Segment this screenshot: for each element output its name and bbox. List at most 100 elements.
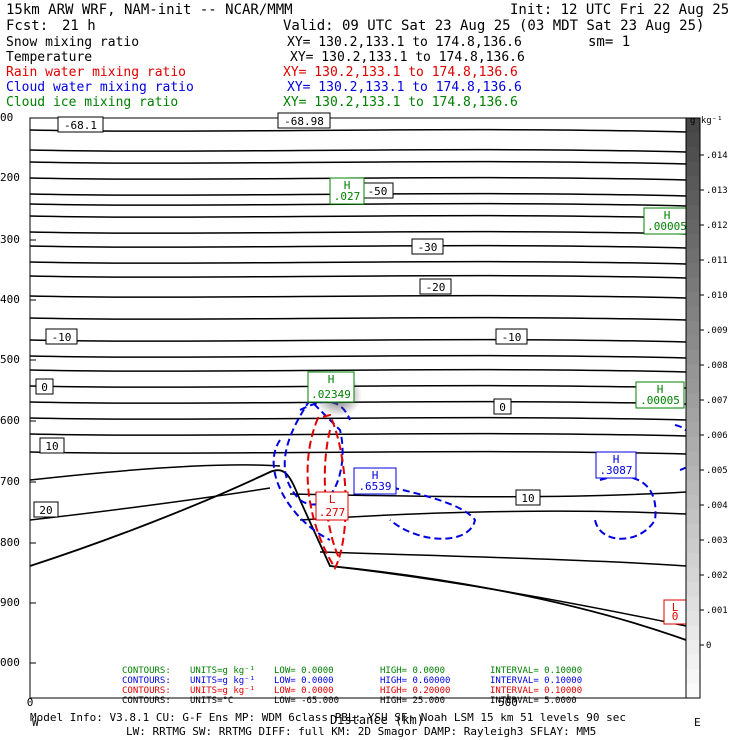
summary-units: UNITS=g kg⁻¹ xyxy=(190,666,255,676)
extrema-box xyxy=(353,467,397,495)
colorbar-swatch xyxy=(686,234,700,250)
terrain-line xyxy=(29,469,687,641)
summary-label: CONTOURS: xyxy=(122,696,171,706)
y-tick-label: 200 xyxy=(0,171,20,184)
colorbar-swatch xyxy=(686,640,700,656)
colorbar-tick-label: .001 xyxy=(706,606,728,616)
summary-low: LOW= 0.0000 xyxy=(274,676,334,686)
colorbar-swatch xyxy=(686,248,700,264)
isotherm-line xyxy=(29,487,271,521)
isotherm-line xyxy=(29,260,687,265)
extrema-symbol: L xyxy=(329,493,336,506)
isotherm-label-box xyxy=(57,116,104,133)
field-xy: XY= 130.2,133.1 to 174.8,136.6 xyxy=(283,95,518,110)
summary-units: UNITS=g kg⁻¹ xyxy=(190,676,255,686)
colorbar-swatch xyxy=(686,567,700,583)
isotherm-label-box xyxy=(277,112,331,129)
summary-units: UNITS=°C xyxy=(190,696,233,706)
summary-label: CONTOURS: xyxy=(122,686,171,696)
field-name: Temperature xyxy=(6,50,92,65)
extrema-box xyxy=(635,381,685,409)
footer-line2: LW: RRTMG SW: RRTMG DIFF: full KM: 2D Sm… xyxy=(126,725,596,738)
colorbar-tick-label: .006 xyxy=(706,431,728,441)
colorbar-units: g kg⁻¹ xyxy=(690,116,723,126)
field-xy: XY= 130.2,133.1 to 174.8,136.6 xyxy=(287,80,522,95)
summary-high: HIGH= 25.000 xyxy=(380,696,445,706)
extrema-box xyxy=(643,207,691,235)
footer-line1: Model Info: V3.8.1 CU: G-F Ens MP: WDM 6… xyxy=(30,711,626,724)
summary-low: LOW= 0.0000 xyxy=(274,666,334,676)
colorbar-swatch xyxy=(686,350,700,366)
colorbar-swatch xyxy=(686,611,700,627)
isotherm-line xyxy=(29,274,687,279)
colorbar-swatch xyxy=(686,509,700,525)
colorbar-swatch xyxy=(686,422,700,438)
colorbar-swatch xyxy=(686,306,700,322)
extrema-symbol: H xyxy=(372,469,379,482)
colorbar-frame xyxy=(685,117,701,699)
field-name: Cloud ice mixing ratio xyxy=(6,95,178,110)
isotherm-line xyxy=(29,214,687,219)
isotherm-label: -30 xyxy=(418,241,438,254)
isotherm-label: -10 xyxy=(52,331,72,344)
colorbar-tick-label: .014 xyxy=(706,151,728,161)
isotherm-label-box xyxy=(515,489,541,506)
extrema-box xyxy=(307,371,355,403)
extrema-symbol: H xyxy=(344,179,351,192)
summary-low: LOW= 0.0000 xyxy=(274,686,334,696)
colorbar-tick-label: .007 xyxy=(706,396,728,406)
colorbar-swatch xyxy=(686,118,700,134)
rain-water-contour xyxy=(306,413,347,570)
isotherm-line xyxy=(29,148,687,153)
extrema-value: .277 xyxy=(319,506,346,519)
summary-high: HIGH= 0.0000 xyxy=(380,666,445,676)
x-tick-label: 0 xyxy=(27,696,34,709)
extrema-symbol: H xyxy=(664,209,671,222)
colorbar-swatch xyxy=(686,654,700,670)
colorbar-swatch xyxy=(686,538,700,554)
isotherm-line xyxy=(29,368,687,373)
field-name: Snow mixing ratio xyxy=(6,35,139,50)
isotherm-label: -20 xyxy=(426,281,446,294)
isotherm-label: -68.1 xyxy=(64,119,97,132)
plot-area xyxy=(29,117,687,699)
field-name: Rain water mixing ratio xyxy=(6,65,186,80)
cloud-water-contour xyxy=(272,439,331,541)
contour-summary: CONTOURS: UNITS=g kg⁻¹ LOW= 0.0000 HIGH= 0.… xyxy=(122,666,582,706)
summary-interval: INTERVAL= 0.10000 xyxy=(490,686,582,696)
extrema-value: 0 xyxy=(672,610,679,623)
y-tick-label: 000 xyxy=(0,656,20,669)
summary-low: LOW= -65.000 xyxy=(274,696,339,706)
colorbar-swatch xyxy=(686,176,700,192)
isotherm-line xyxy=(29,294,687,299)
cloud-water-contour xyxy=(359,479,477,540)
colorbar-swatch xyxy=(686,625,700,641)
colorbar-swatch xyxy=(686,524,700,540)
colorbar-tick-label: .004 xyxy=(706,501,728,511)
colorbar-swatch xyxy=(686,683,700,699)
summary-label: CONTOURS: xyxy=(122,666,171,676)
extrema-box xyxy=(595,451,637,479)
colorbar-swatch xyxy=(686,466,700,482)
isotherm-label-box xyxy=(411,238,444,255)
isotherm-labels: -68.1 -68.98 -50 -30 -20 -10 -10 0 0 10 10 20 xyxy=(33,112,541,518)
colorbar-tick-label: .002 xyxy=(706,571,728,581)
colorbar-swatch xyxy=(686,277,700,293)
isotherm-label-box xyxy=(33,501,59,518)
colorbar-tick-label: .013 xyxy=(706,186,728,196)
extrema-value: .00005 xyxy=(640,394,680,407)
colorbar-swatch xyxy=(686,495,700,511)
colorbar-tick-label: .012 xyxy=(706,221,728,231)
y-tick-label: 500 xyxy=(0,353,20,366)
isotherm-line xyxy=(319,551,687,567)
field-name: Cloud water mixing ratio xyxy=(6,80,194,95)
model-title: 15km ARW WRF, NAM-init -- NCAR/MMM xyxy=(6,2,293,18)
isotherm-label: -68.98 xyxy=(284,115,324,128)
isotherm-line xyxy=(29,316,687,321)
colorbar-swatch xyxy=(686,379,700,395)
colorbar-swatch xyxy=(686,437,700,453)
summary-high: HIGH= 0.20000 xyxy=(380,686,450,696)
colorbar-swatch xyxy=(686,669,700,685)
colorbar-swatch xyxy=(686,393,700,409)
